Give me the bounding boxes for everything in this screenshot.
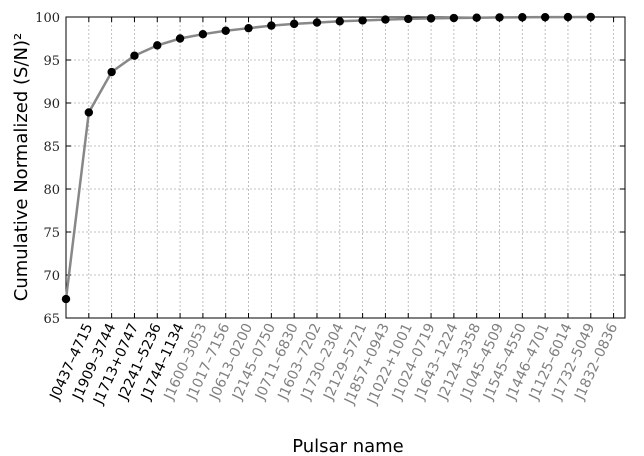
data-point: [130, 51, 139, 60]
data-point: [563, 12, 573, 22]
data-point: [404, 14, 413, 24]
y-tick-label: 65: [43, 312, 60, 327]
data-point: [472, 13, 481, 22]
data-point: [518, 13, 527, 22]
data-point: [312, 18, 322, 27]
grid-lines: [66, 17, 625, 318]
data-point: [289, 19, 299, 29]
y-tick-label: 70: [43, 269, 60, 284]
data-point: [586, 12, 595, 22]
plot-area-frame: [65, 16, 626, 319]
data-point: [244, 23, 253, 33]
data-point: [153, 41, 162, 50]
x-axis-label: Pulsar name: [292, 436, 404, 456]
data-point: [84, 108, 94, 117]
data-point: [198, 30, 208, 39]
x-axis-ticks: J0437–4715J1909–3744J1713+0747J2241–5236…: [47, 17, 621, 408]
y-axis-label: Cumulative Normalized (S/N)²: [11, 33, 32, 301]
data-point: [267, 21, 276, 30]
data-point: [426, 14, 436, 23]
data-point: [107, 67, 116, 77]
data-point: [335, 17, 344, 26]
data-point: [449, 13, 459, 23]
data-point: [540, 12, 550, 22]
data-point: [358, 16, 367, 25]
y-tick-label: 95: [43, 54, 60, 69]
series: [61, 12, 595, 304]
data-point: [175, 34, 185, 43]
data-point: [495, 13, 504, 22]
data-point: [221, 26, 230, 35]
y-axis-ticks: 65 70 75 80 85 90 95 100: [35, 11, 625, 327]
y-tick-label: 85: [43, 140, 60, 155]
y-tick-label: 75: [43, 226, 60, 241]
y-tick-label: 80: [43, 183, 60, 198]
y-tick-label: 90: [43, 97, 60, 112]
data-point: [381, 15, 390, 24]
series-line: [64, 15, 591, 300]
y-tick-label: 100: [35, 11, 60, 26]
data-point: [61, 294, 71, 304]
